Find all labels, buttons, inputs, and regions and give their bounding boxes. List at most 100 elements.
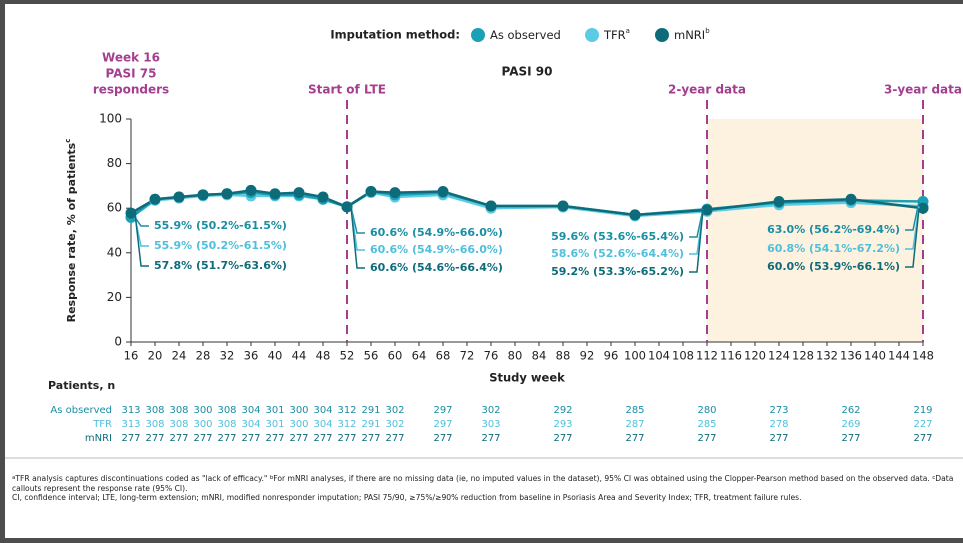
- footnote-mark: a: [12, 475, 16, 481]
- patients-count: 300: [289, 405, 308, 416]
- patients-count: 278: [769, 419, 788, 430]
- patients-row-label: As observed: [50, 405, 112, 416]
- legend-marker: [655, 28, 669, 42]
- legend-label: As observed: [490, 28, 561, 42]
- patients-count: 308: [169, 419, 188, 430]
- x-tick-label: 52: [340, 349, 355, 363]
- milestone-label: 3-year data: [884, 83, 962, 97]
- patients-count: 302: [481, 405, 500, 416]
- patients-count: 277: [385, 433, 404, 444]
- y-tick-label: 0: [114, 335, 122, 349]
- x-tick-label: 136: [840, 349, 862, 363]
- series-marker: [245, 184, 257, 196]
- footnote-mark: b: [269, 475, 274, 481]
- footnote-text: TFR analysis captures discontinuations c…: [15, 474, 270, 483]
- callout-label: 59.6% (53.6%-65.4%): [551, 230, 684, 243]
- patients-count: 297: [433, 405, 452, 416]
- legend-label: mNRIb: [674, 27, 710, 42]
- callout-leader: [689, 209, 704, 273]
- x-tick-label: 16: [124, 349, 139, 363]
- x-tick-label: 92: [580, 349, 595, 363]
- patients-count: 308: [217, 419, 236, 430]
- legend-note: b: [705, 27, 710, 35]
- legend-marker: [585, 28, 599, 42]
- series-marker: [437, 185, 449, 197]
- x-tick-label: 104: [648, 349, 670, 363]
- patients-count: 291: [361, 419, 380, 430]
- x-tick-label: 88: [556, 349, 571, 363]
- callout-label: 60.6% (54.9%-66.0%): [370, 226, 503, 239]
- shaded-region: [707, 119, 923, 342]
- x-tick-label: 124: [768, 349, 790, 363]
- x-tick-label: 64: [412, 349, 427, 363]
- y-tick-label: 40: [107, 245, 122, 259]
- patients-count: 277: [553, 433, 572, 444]
- milestone-label: 2-year data: [668, 83, 746, 97]
- patients-count: 302: [385, 405, 404, 416]
- y-tick-label: 100: [99, 112, 122, 126]
- patients-count: 293: [553, 419, 572, 430]
- callout-leader: [689, 208, 704, 238]
- patients-count: 301: [265, 405, 284, 416]
- callout-label: 55.9% (50.2%-61.5%): [154, 239, 287, 252]
- patients-count: 300: [193, 419, 212, 430]
- x-tick-label: 116: [720, 349, 742, 363]
- milestone-label: PASI 75: [106, 67, 157, 81]
- patients-count: 277: [481, 433, 500, 444]
- patients-count: 277: [145, 433, 164, 444]
- x-tick-label: 44: [292, 349, 307, 363]
- patients-title: Patients, n: [48, 379, 115, 392]
- patients-count: 262: [841, 405, 860, 416]
- milestone-label: Start of LTE: [308, 83, 386, 97]
- footnote-marked: aTFR analysis captures discontinuations …: [12, 474, 960, 493]
- x-tick-label: 24: [172, 349, 187, 363]
- patients-count: 304: [241, 419, 260, 430]
- patients-count: 277: [313, 433, 332, 444]
- x-tick-label: 28: [196, 349, 211, 363]
- series-marker: [389, 187, 401, 199]
- series-marker: [341, 201, 353, 213]
- milestone-label: Week 16: [102, 51, 160, 65]
- x-tick-label: 68: [436, 349, 451, 363]
- callout-label: 60.6% (54.6%-66.4%): [370, 261, 503, 274]
- footnote-text: Data callouts represent the response rat…: [12, 474, 954, 493]
- chart: 0 20 40 60 80 100 16 20 24 28 32 36 40 44 48 52 56 60 64 68…: [5, 27, 963, 459]
- callout-leader: [905, 201, 920, 231]
- legend-label: TFRa: [603, 27, 630, 42]
- series-marker: [149, 193, 161, 205]
- x-tick-label: 76: [484, 349, 499, 363]
- x-tick-label: 128: [792, 349, 814, 363]
- x-tick-label: 36: [244, 349, 259, 363]
- series-marker: [917, 202, 929, 214]
- patients-count: 302: [385, 419, 404, 430]
- callout-leader: [905, 208, 920, 268]
- y-axis-label: Response rate, % of patientsc: [64, 139, 78, 323]
- x-tick-label: 60: [388, 349, 403, 363]
- patients-count: 277: [697, 433, 716, 444]
- callout-label: 63.0% (56.2%-69.4%): [767, 223, 900, 236]
- series-marker: [197, 189, 209, 201]
- patients-count: 308: [217, 405, 236, 416]
- patients-count: 304: [241, 405, 260, 416]
- x-tick-label: 96: [604, 349, 619, 363]
- patients-count: 277: [193, 433, 212, 444]
- patients-count: 280: [697, 405, 716, 416]
- footnotes: aTFR analysis captures discontinuations …: [12, 474, 960, 503]
- x-axis-label: Study week: [489, 371, 565, 385]
- x-tick-label: 148: [912, 349, 934, 363]
- patients-count: 277: [265, 433, 284, 444]
- patients-count: 277: [361, 433, 380, 444]
- y-tick-label: 80: [107, 156, 122, 170]
- footnote-mark: c: [932, 475, 936, 481]
- patients-count: 300: [289, 419, 308, 430]
- patients-count: 269: [841, 419, 860, 430]
- patients-count: 304: [313, 419, 332, 430]
- patients-count: 301: [265, 419, 284, 430]
- legend-note: a: [626, 27, 630, 35]
- patients-count: 277: [169, 433, 188, 444]
- patients-count: 287: [625, 419, 644, 430]
- series-marker: [317, 191, 329, 203]
- patients-count: 304: [313, 405, 332, 416]
- patients-count: 277: [769, 433, 788, 444]
